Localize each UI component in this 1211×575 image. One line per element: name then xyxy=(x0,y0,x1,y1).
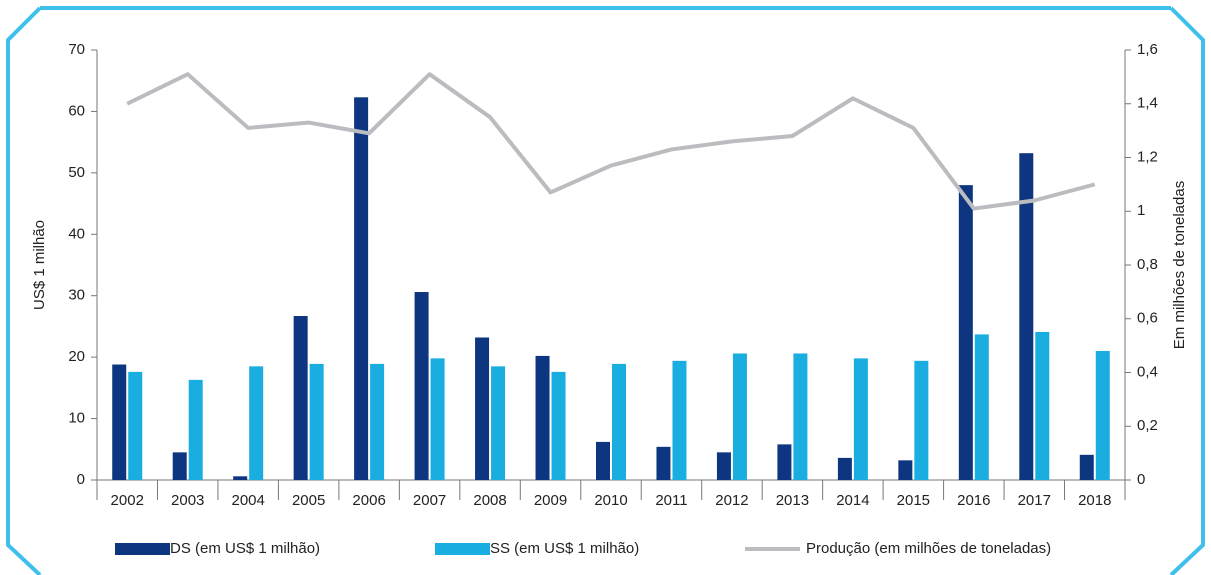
y-tick-label: 70 xyxy=(68,41,85,58)
x-tick-label: 2007 xyxy=(413,492,446,509)
bar xyxy=(732,353,747,480)
x-tick-label: 2012 xyxy=(715,492,748,509)
x-tick-label: 2006 xyxy=(352,492,385,509)
y-tick-label: 10 xyxy=(68,410,85,427)
x-tick-label: 2013 xyxy=(776,492,809,509)
bar xyxy=(656,446,671,480)
line xyxy=(126,72,1096,211)
y2-axis-label: Em milhões de toneladas xyxy=(1171,181,1188,349)
x-tick-label: 2010 xyxy=(594,492,627,509)
y-tick-label: 30 xyxy=(68,287,85,304)
x-tick-label: 2005 xyxy=(292,492,325,509)
bar xyxy=(172,452,187,480)
bar xyxy=(249,366,264,480)
x-tick-label: 2014 xyxy=(836,492,869,509)
bar xyxy=(535,355,550,480)
bar xyxy=(777,444,792,480)
y2-tick-label: 0,4 xyxy=(1137,363,1158,380)
y2-tick-label: 1,4 xyxy=(1137,95,1158,112)
bar xyxy=(551,371,566,480)
bar xyxy=(1035,331,1050,480)
y2-tick-label: 0,6 xyxy=(1137,310,1158,327)
y-tick-label: 20 xyxy=(68,348,85,365)
legend-label: Produção (em milhões de toneladas) xyxy=(806,540,1051,557)
bar xyxy=(612,363,626,480)
x-tick-label: 2015 xyxy=(897,492,930,509)
y-axis-label: US$ 1 milhão xyxy=(31,220,48,310)
x-tick-label: 2009 xyxy=(534,492,567,509)
legend-swatch xyxy=(435,543,490,555)
bar xyxy=(414,292,429,480)
x-tick-label: 2011 xyxy=(655,492,687,509)
bar xyxy=(974,334,989,480)
x-tick-label: 2018 xyxy=(1078,492,1111,509)
frame xyxy=(6,6,1205,575)
y-tick-label: 50 xyxy=(68,164,85,181)
bar xyxy=(1095,351,1110,480)
bar xyxy=(233,476,248,480)
x-tick-label: 2004 xyxy=(231,492,264,509)
bar xyxy=(596,441,610,480)
legend-label: DS (em US$ 1 milhão) xyxy=(170,540,320,557)
bar xyxy=(958,185,973,480)
y-tick-label: 40 xyxy=(68,225,85,242)
y-tick-label: 0 xyxy=(77,471,85,488)
y2-tick-label: 1 xyxy=(1137,202,1145,219)
bar xyxy=(491,366,506,480)
bar xyxy=(898,460,913,480)
bar xyxy=(837,457,852,480)
x-tick-label: 2002 xyxy=(111,492,144,509)
bar xyxy=(128,371,143,480)
legend-label: SS (em US$ 1 milhão) xyxy=(490,540,639,557)
bar xyxy=(475,337,490,480)
bar xyxy=(354,97,369,481)
bar xyxy=(716,452,731,480)
y2-tick-label: 1,6 xyxy=(1137,41,1158,58)
bar xyxy=(188,379,203,480)
x-tick-label: 2003 xyxy=(171,492,204,509)
x-tick-label: 2008 xyxy=(473,492,506,509)
y2-tick-label: 0 xyxy=(1137,471,1145,488)
bar xyxy=(309,363,324,480)
y2-tick-label: 0,8 xyxy=(1137,256,1158,273)
bar xyxy=(1019,153,1034,480)
y2-tick-label: 0,2 xyxy=(1137,417,1158,434)
bar xyxy=(430,358,445,480)
bar xyxy=(293,315,308,480)
x-tick-label: 2016 xyxy=(957,492,990,509)
bar xyxy=(793,353,808,480)
bar xyxy=(853,358,868,480)
x-tick-label: 2017 xyxy=(1018,492,1051,509)
bar xyxy=(370,363,385,480)
legend-swatch xyxy=(115,543,170,555)
y-tick-label: 60 xyxy=(68,102,85,119)
bar xyxy=(1079,454,1094,480)
bar xyxy=(112,364,127,480)
bar xyxy=(672,360,687,480)
y2-tick-label: 1,2 xyxy=(1137,148,1158,165)
bar xyxy=(914,360,929,480)
